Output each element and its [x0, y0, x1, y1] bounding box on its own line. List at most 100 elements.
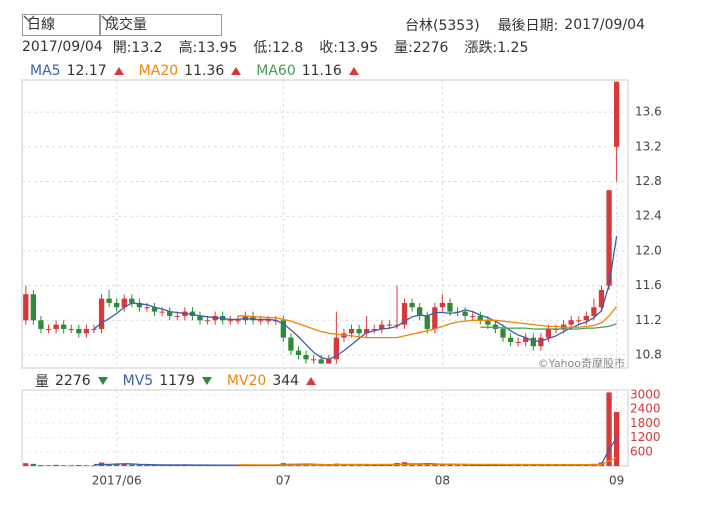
interval-value: 日線	[27, 17, 55, 33]
candle-body	[523, 337, 529, 342]
candle-body	[121, 298, 127, 308]
legend-name: MV5	[122, 373, 154, 389]
candle-body	[288, 337, 294, 351]
volume-bar	[68, 465, 74, 466]
volume-bar	[454, 465, 461, 466]
volume-bar	[364, 464, 370, 466]
x-tick-label: 07	[276, 474, 291, 488]
volume-bar	[310, 465, 317, 466]
candle-body	[409, 302, 415, 308]
candle-body	[76, 328, 82, 334]
volume-bar	[553, 465, 559, 466]
info-label: 低:	[253, 40, 273, 56]
candle-body	[114, 302, 120, 308]
ma-line	[93, 236, 618, 361]
legend-value: 2276	[55, 373, 91, 389]
y-tick-label: 12.8	[635, 174, 662, 188]
watermark: ©Yahoo奇摩股市	[538, 356, 625, 370]
arrow-shape	[348, 67, 359, 75]
info-item: 漲跌:1.25	[464, 37, 534, 57]
y-tick-label: 10.8	[635, 347, 662, 361]
volume-bar	[45, 465, 52, 466]
volume-bar	[61, 465, 67, 466]
candle-body	[606, 190, 612, 286]
info-label: 開:	[112, 40, 132, 56]
y-tick-label: 12.4	[635, 209, 662, 223]
legend-name: MV20	[226, 373, 267, 389]
candle-body	[257, 320, 264, 322]
candle-body	[53, 324, 59, 329]
ma-line	[480, 323, 617, 330]
mv-line	[237, 457, 617, 466]
volume-bar	[424, 464, 430, 466]
stock-name: 台林(5353)	[405, 18, 480, 34]
candle-body	[439, 302, 446, 308]
arrow-shape	[306, 377, 317, 385]
y-tick-label: 11.6	[635, 278, 662, 292]
y-tick-label: 13.6	[635, 105, 662, 119]
x-tick-label: 2017/06	[92, 474, 142, 488]
indicator-select[interactable]: 成交量	[100, 14, 222, 36]
candle-body	[45, 328, 52, 330]
info-item: 高:13.95	[179, 37, 244, 57]
legend-value: 11.36	[184, 63, 225, 79]
info-label: 高:	[178, 40, 198, 56]
candle-body	[227, 320, 233, 322]
info-value: 1.25	[497, 40, 529, 56]
volume-legend: 量 2276 MV5 1179 MV20 344	[35, 372, 331, 390]
arrow-shape	[113, 67, 124, 75]
legend-value: 1179	[159, 373, 195, 389]
volume-bar	[606, 392, 612, 466]
y-tick-label: 1800	[630, 416, 661, 430]
candle-body	[591, 307, 597, 316]
volume-bar	[106, 464, 112, 466]
y-tick-label: 1200	[630, 430, 661, 444]
chevron	[101, 15, 113, 22]
volume-bar	[121, 464, 127, 466]
candle-body	[371, 328, 377, 330]
volume-bar	[30, 463, 37, 466]
candle-body	[144, 307, 150, 309]
legend-name: MA20	[138, 63, 179, 79]
volume-bar	[23, 463, 29, 466]
candle-body	[159, 311, 165, 313]
candle-body	[235, 320, 241, 322]
volume-bar	[462, 465, 468, 466]
candle-body	[447, 302, 453, 312]
info-value: 13.95	[338, 40, 379, 56]
info-item: 低:12.8	[253, 37, 309, 57]
candle-body	[204, 320, 211, 322]
stock-header: 台林(5353) 最後日期: 2017/09/04	[405, 14, 651, 36]
y-tick-label: 600	[630, 444, 653, 458]
volume-bar	[151, 465, 158, 466]
candle-body	[485, 320, 491, 325]
volume-bar	[417, 464, 423, 466]
info-value: 13.95	[197, 40, 238, 56]
info-value: 2276	[412, 40, 449, 56]
trend-arrow	[306, 377, 317, 385]
y-tick-label: 11.2	[635, 313, 662, 327]
date-label: 最後日期:	[497, 18, 559, 34]
candle-body	[394, 324, 400, 326]
volume-bar	[576, 465, 582, 466]
info-value: 13.2	[131, 40, 163, 56]
trend-arrow	[231, 67, 242, 75]
candle-body	[326, 359, 332, 364]
info-label: 量:	[394, 40, 413, 56]
info-item: 開:13.2	[113, 37, 169, 57]
indicator-value: 成交量	[105, 17, 147, 33]
candle-body	[136, 302, 143, 308]
volume-bar	[91, 465, 97, 466]
candle-body	[348, 328, 355, 334]
info-line: 2017/09/04 開:13.2 高:13.95 低:12.8 收:13.95 量:2…	[22, 38, 540, 56]
arrow-shape	[97, 377, 108, 385]
candle-body	[462, 311, 468, 316]
legend-value: 344	[272, 373, 300, 389]
candle-body	[515, 341, 521, 343]
candle-body	[432, 307, 438, 329]
candle-body	[106, 298, 112, 303]
volume-bar	[356, 465, 362, 466]
info-item: 收:13.95	[319, 37, 384, 57]
volume-bar	[371, 465, 377, 466]
interval-select[interactable]: 日線	[22, 14, 100, 36]
